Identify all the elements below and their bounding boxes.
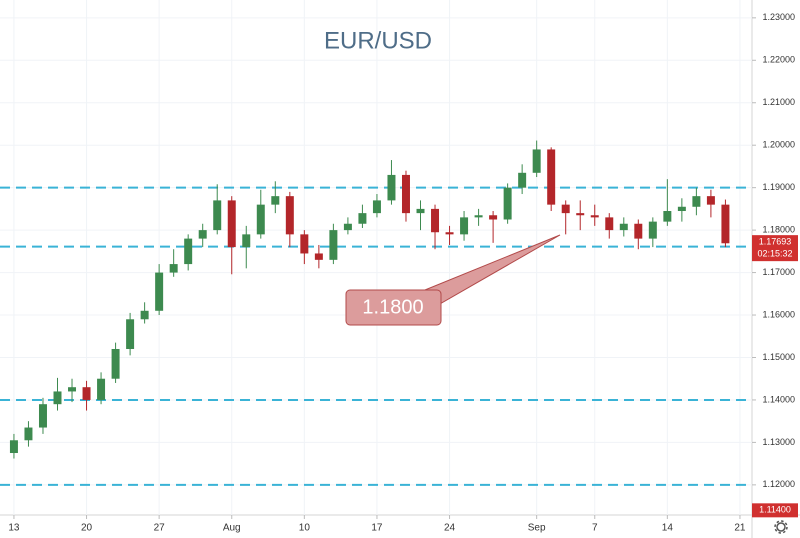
candle-body bbox=[285, 196, 294, 235]
y-tick-label: 1.19000 bbox=[762, 182, 795, 192]
candle-body bbox=[53, 391, 62, 405]
candle-body bbox=[561, 204, 570, 214]
candle-body bbox=[431, 208, 440, 233]
candle-body bbox=[677, 206, 686, 212]
callout-text: 1.1800 bbox=[362, 296, 423, 318]
y-tick-label: 1.18000 bbox=[762, 224, 795, 234]
candle-body bbox=[547, 149, 556, 205]
y-tick-label: 1.22000 bbox=[762, 55, 795, 65]
y-tick-label: 1.23000 bbox=[762, 12, 795, 22]
settings-icon[interactable] bbox=[774, 520, 788, 534]
candle-body bbox=[706, 196, 715, 205]
y-tick-label: 1.17000 bbox=[762, 267, 795, 277]
candle-body bbox=[358, 213, 367, 224]
candle-body bbox=[663, 211, 672, 222]
x-tick-label: 10 bbox=[299, 523, 311, 534]
candle-body bbox=[387, 174, 396, 201]
x-tick-label: 27 bbox=[154, 523, 166, 534]
y-tick-label: 1.14000 bbox=[762, 394, 795, 404]
gear-teeth[interactable] bbox=[774, 520, 788, 534]
candle-body bbox=[518, 172, 527, 188]
candle-body bbox=[401, 174, 410, 214]
callout: 1.1800 bbox=[345, 234, 561, 326]
x-tick-label: Aug bbox=[223, 523, 241, 534]
candle-body bbox=[155, 272, 164, 311]
candle-body bbox=[82, 387, 91, 400]
candle-body bbox=[576, 213, 585, 216]
candle-body bbox=[692, 196, 701, 207]
candles bbox=[9, 140, 730, 459]
candle-body bbox=[343, 223, 352, 231]
candle-body bbox=[184, 238, 193, 265]
candle-body bbox=[503, 187, 512, 220]
candle-body bbox=[9, 440, 18, 454]
candle-body bbox=[38, 404, 47, 428]
y-tick-label: 1.13000 bbox=[762, 437, 795, 447]
candle-body bbox=[111, 348, 120, 379]
candle-body bbox=[329, 230, 338, 260]
candle-body bbox=[619, 223, 628, 231]
candle-body bbox=[590, 215, 599, 218]
countdown-label: 02:15:32 bbox=[757, 249, 792, 259]
last-price-label: 1.17693 bbox=[759, 237, 792, 247]
candle-body bbox=[445, 232, 454, 235]
candle-body bbox=[416, 208, 425, 214]
x-tick-label: 21 bbox=[734, 523, 746, 534]
gear-ring[interactable] bbox=[776, 522, 786, 532]
candle-body bbox=[721, 204, 730, 244]
candle-body bbox=[460, 217, 469, 235]
levels bbox=[0, 186, 752, 486]
candle-body bbox=[140, 310, 149, 320]
candle-body bbox=[227, 200, 236, 248]
candle-body bbox=[271, 196, 280, 205]
candle-body bbox=[489, 215, 498, 220]
chart-title: EUR/USD bbox=[324, 27, 432, 54]
x-tick-label: 24 bbox=[444, 523, 456, 534]
candle-body bbox=[242, 234, 251, 248]
candle-body bbox=[169, 264, 178, 273]
candle-body bbox=[314, 253, 323, 260]
candle-body bbox=[372, 200, 381, 214]
candle-body bbox=[474, 215, 483, 218]
last-price-box bbox=[752, 235, 798, 262]
axis-labels: 1.12000 1.13000 1.14000 1.15000 1.16000 1.170… bbox=[8, 12, 798, 534]
candle-body bbox=[97, 378, 106, 400]
candle-body bbox=[300, 234, 309, 254]
x-tick-label: 14 bbox=[662, 523, 674, 534]
y-tick-label: 1.16000 bbox=[762, 309, 795, 319]
x-tick-label: 20 bbox=[81, 523, 93, 534]
candle-body bbox=[532, 149, 541, 173]
x-tick-label: Sep bbox=[528, 523, 546, 534]
candle-body bbox=[24, 427, 33, 441]
candle-body bbox=[68, 387, 77, 392]
crosshair-price-box bbox=[752, 503, 798, 518]
callout-joint bbox=[415, 294, 435, 306]
y-tick-label: 1.12000 bbox=[762, 479, 795, 489]
candle-body bbox=[648, 221, 657, 239]
candle-body bbox=[126, 319, 135, 349]
candle-body bbox=[256, 204, 265, 235]
candle-body bbox=[198, 230, 207, 239]
x-tick-label: 7 bbox=[592, 523, 598, 534]
y-tick-label: 1.20000 bbox=[762, 140, 795, 150]
x-tick-label: 13 bbox=[8, 523, 20, 534]
candle-body bbox=[634, 223, 643, 239]
candle-body bbox=[605, 217, 614, 231]
crosshair-price-label: 1.11400 bbox=[759, 505, 791, 515]
y-tick-label: 1.15000 bbox=[762, 352, 795, 362]
x-tick-label: 17 bbox=[371, 523, 383, 534]
candle-body bbox=[213, 200, 222, 231]
y-tick-label: 1.21000 bbox=[762, 97, 795, 107]
